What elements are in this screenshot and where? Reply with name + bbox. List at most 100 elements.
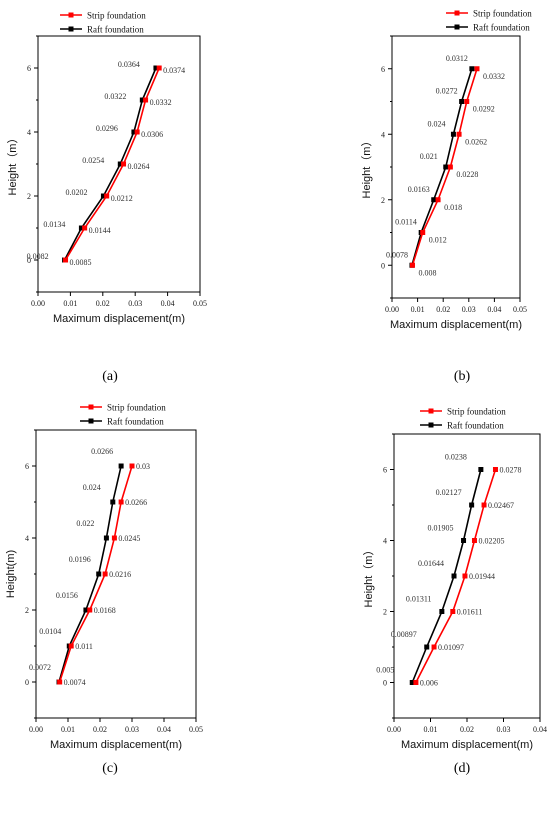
data-label-strip: 0.011 <box>75 642 93 651</box>
y-tick-label: 0 <box>381 261 385 270</box>
data-point-strip <box>492 467 498 472</box>
x-tick-label: 0.04 <box>533 725 547 734</box>
data-label-strip: 0.006 <box>420 679 438 688</box>
data-point-strip <box>464 99 470 104</box>
x-tick-label: 0.01 <box>424 725 438 734</box>
legend: Strip foundation Raft foundation <box>446 9 532 33</box>
legend-label: Raft foundation <box>87 25 144 35</box>
data-label-strip: 0.0074 <box>64 678 86 687</box>
data-label-strip: 0.01611 <box>457 608 483 617</box>
data-label-raft: 0.0322 <box>104 92 126 101</box>
data-label-raft: 0.01311 <box>406 595 432 604</box>
x-tick-label: 0.04 <box>161 299 175 308</box>
legend-label: Strip foundation <box>107 403 166 413</box>
data-point-raft <box>100 193 106 199</box>
data-label-raft: 0.0272 <box>436 87 458 96</box>
data-point-raft <box>450 131 456 137</box>
data-label-strip: 0.0144 <box>89 226 111 235</box>
panel-caption: (b) <box>454 369 471 384</box>
data-point-raft <box>469 66 475 72</box>
legend-label: Raft foundation <box>473 23 530 33</box>
x-tick-label: 0.05 <box>189 725 203 734</box>
data-point-strip <box>68 643 74 649</box>
data-label-strip: 0.0262 <box>465 137 487 146</box>
data-point-strip <box>57 679 63 685</box>
data-point-strip <box>104 193 110 199</box>
data-point-raft <box>78 225 84 231</box>
x-axis-label: Maximum displacement(m) <box>53 313 185 325</box>
data-point-raft <box>118 463 124 469</box>
x-tick-label: 0.04 <box>487 305 501 314</box>
data-label-strip: 0.0216 <box>109 570 131 579</box>
data-label-raft: 0.0238 <box>445 453 467 462</box>
data-label-raft: 0.01905 <box>428 524 454 533</box>
data-label-raft: 0.0134 <box>43 220 65 229</box>
data-point-raft <box>131 129 137 135</box>
y-axis-label: Height（m） <box>6 133 19 196</box>
data-label-strip: 0.0278 <box>499 466 521 475</box>
data-label-raft: 0.0196 <box>69 555 91 564</box>
x-tick-label: 0.05 <box>513 305 527 314</box>
data-label-strip: 0.0332 <box>150 98 172 107</box>
data-point-strip <box>450 609 456 614</box>
data-point-strip <box>462 573 468 579</box>
y-tick-label: 6 <box>381 65 385 74</box>
data-label-strip: 0.008 <box>418 268 436 277</box>
data-point-raft <box>461 538 467 543</box>
data-label-raft: 0.0202 <box>65 188 87 197</box>
data-label-strip: 0.03 <box>136 462 150 471</box>
data-point-strip <box>409 262 415 268</box>
data-point-raft <box>478 467 484 472</box>
data-label-strip: 0.0306 <box>141 130 163 139</box>
x-tick-label: 0.00 <box>387 725 401 734</box>
chart-panel-b: 0.00 0.01 0.02 0.03 0.04 0.05 0 2 4 6 Maximum disp… <box>360 9 532 385</box>
x-axis-label: Maximum displacement(m) <box>50 739 182 751</box>
panel-caption: (c) <box>102 761 118 776</box>
x-tick-label: 0.01 <box>61 725 75 734</box>
data-point-strip <box>87 607 93 613</box>
chart-panel-d: 0.00 0.01 0.02 0.03 0.04 0 2 4 6 Maximum displace… <box>362 407 547 777</box>
data-label-raft: 0.024 <box>83 483 101 492</box>
panel-caption: (a) <box>102 369 118 384</box>
chart-panel-c: 0.00 0.01 0.02 0.03 0.04 0.05 0 2 4 6 Maximum disp… <box>5 403 203 777</box>
data-label-raft: 0.021 <box>420 152 438 161</box>
x-axis-label: Maximum displacement(m) <box>401 739 533 751</box>
data-label-strip: 0.0085 <box>70 258 92 267</box>
data-label-raft: 0.0114 <box>395 218 417 227</box>
data-point-strip <box>118 499 124 505</box>
data-point-raft <box>83 607 89 613</box>
data-label-raft: 0.005 <box>376 666 394 675</box>
data-point-strip <box>420 230 426 235</box>
data-point-raft <box>117 161 123 167</box>
data-label-strip: 0.0168 <box>94 606 116 615</box>
data-point-raft <box>443 164 449 170</box>
data-label-strip: 0.0264 <box>128 162 150 171</box>
x-tick-label: 0.03 <box>125 725 139 734</box>
data-point-strip <box>474 66 480 72</box>
data-label-strip: 0.0292 <box>473 105 495 114</box>
data-label-raft: 0.0163 <box>408 185 430 194</box>
data-label-raft: 0.0156 <box>56 591 78 600</box>
x-tick-label: 0.01 <box>63 299 77 308</box>
data-point-strip <box>456 131 462 137</box>
data-point-strip <box>413 680 419 685</box>
legend-marker <box>68 12 74 18</box>
x-tick-label: 0.03 <box>497 725 511 734</box>
y-tick-label: 6 <box>383 466 387 475</box>
data-point-raft <box>459 99 465 104</box>
y-tick-label: 4 <box>383 537 387 546</box>
x-tick-label: 0.00 <box>385 305 399 314</box>
data-label-strip: 0.018 <box>444 203 462 212</box>
legend: Strip foundation Raft foundation <box>80 403 166 427</box>
data-point-raft <box>469 502 475 508</box>
x-tick-label: 0.04 <box>157 725 171 734</box>
legend-marker <box>68 26 74 32</box>
x-tick-label: 0.03 <box>462 305 476 314</box>
y-tick-label: 6 <box>25 462 29 471</box>
data-label-strip: 0.0245 <box>118 534 140 543</box>
data-point-strip <box>121 161 127 167</box>
data-point-strip <box>431 644 437 650</box>
data-label-strip: 0.02205 <box>478 537 504 546</box>
data-point-strip <box>143 97 149 103</box>
